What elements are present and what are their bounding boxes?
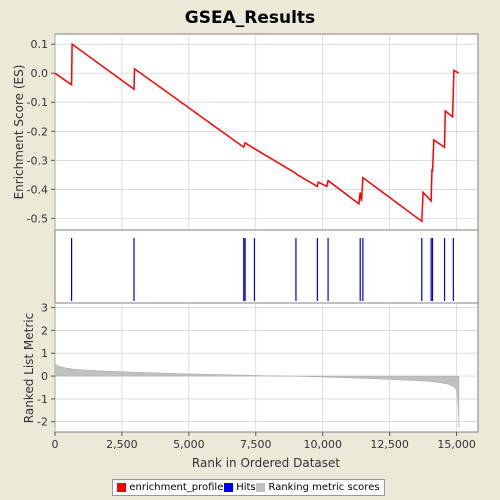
- legend-swatch-red: [117, 483, 127, 492]
- legend-item-enrichment-profile: enrichment_profile: [117, 482, 223, 493]
- es-y-ticks: 0.1 0.0 -0.1 -0.2 -0.3 -0.4 -0.5: [27, 38, 55, 225]
- es-panel-background: [54, 33, 479, 231]
- legend-item-hits: Hits: [224, 482, 256, 493]
- hits-markers: [70, 238, 454, 301]
- x-tick-label: 2,500: [106, 438, 138, 451]
- es-tick-label: 0.1: [31, 38, 49, 51]
- legend-item-ranking-metric: Ranking metric scores: [256, 482, 380, 493]
- rank-y-axis-label: Ranked List Metric: [22, 313, 36, 423]
- enrichment-profile-line: [54, 42, 460, 223]
- es-tick-label: -0.5: [27, 212, 48, 225]
- x-tick-label: 7,500: [240, 438, 272, 451]
- x-tick-label: 5,000: [173, 438, 205, 451]
- chart-title: GSEA_Results: [185, 8, 315, 28]
- rank-panel-background: [54, 302, 479, 433]
- es-tick-label: -0.3: [27, 154, 48, 167]
- rank-tick-label: 3: [41, 302, 48, 315]
- x-ticks: 0 2,500 5,000 7,500 10,000 12,500 15,000: [52, 432, 476, 451]
- x-tick-label: 0: [52, 438, 59, 451]
- es-tick-label: -0.2: [27, 125, 48, 138]
- legend-label: enrichment_profile: [129, 482, 224, 493]
- ranking-metric-area: [54, 362, 460, 428]
- es-tick-label: 0.0: [31, 67, 49, 80]
- x-tick-label: 12,500: [370, 438, 409, 451]
- es-tick-label: -0.4: [27, 183, 48, 196]
- legend: enrichment_profile Hits Ranking metric s…: [112, 479, 385, 496]
- hits-panel-background: [54, 229, 479, 304]
- rank-tick-label: -1: [37, 393, 48, 406]
- es-grid: [54, 34, 478, 230]
- x-tick-label: 10,000: [303, 438, 342, 451]
- es-y-axis-label: Enrichment Score (ES): [12, 65, 26, 200]
- legend-swatch-gray: [256, 483, 266, 492]
- rank-y-ticks: 3 2 1 0 -1 -2: [37, 302, 55, 429]
- x-axis-label: Rank in Ordered Dataset: [192, 456, 340, 470]
- rank-tick-label: 1: [41, 347, 48, 360]
- rank-tick-label: 0: [41, 370, 48, 383]
- rank-tick-label: 2: [41, 324, 48, 337]
- legend-label: Ranking metric scores: [268, 482, 380, 493]
- legend-label: Hits: [236, 482, 256, 493]
- legend-swatch-blue: [224, 483, 234, 492]
- es-tick-label: -0.1: [27, 96, 48, 109]
- x-tick-label: 15,000: [437, 438, 476, 451]
- rank-tick-label: -2: [37, 416, 48, 429]
